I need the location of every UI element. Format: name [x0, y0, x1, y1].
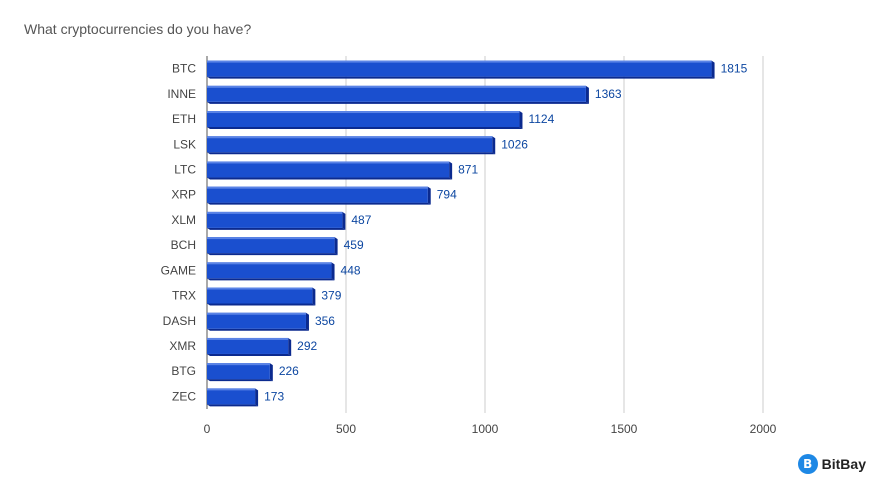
bar — [207, 85, 586, 102]
bar — [207, 111, 520, 128]
bar-bottom — [207, 227, 346, 230]
bar — [207, 237, 335, 254]
bar-side — [305, 312, 309, 331]
bar — [207, 262, 332, 279]
bar-side — [288, 337, 292, 356]
bar-bottom — [207, 303, 316, 306]
bar-highlight — [207, 60, 712, 63]
value-label: 794 — [437, 188, 457, 202]
bar — [207, 287, 313, 304]
category-label: DASH — [163, 314, 196, 328]
x-tick-label: 2000 — [750, 422, 777, 436]
bar-side — [427, 186, 431, 205]
bar-highlight — [207, 211, 343, 214]
bar-highlight — [207, 337, 289, 340]
bar-bottom — [207, 177, 453, 180]
bar-highlight — [207, 186, 428, 189]
bar — [207, 161, 450, 178]
bar — [207, 211, 343, 228]
bar-side — [449, 161, 453, 180]
value-label: 487 — [351, 213, 371, 227]
bar-highlight — [207, 161, 450, 164]
bar-side — [711, 60, 715, 79]
bar-highlight — [207, 85, 586, 88]
category-label: LTC — [174, 162, 196, 176]
x-tick-label: 500 — [336, 422, 356, 436]
bar-side — [492, 136, 496, 155]
bar-bottom — [207, 379, 273, 382]
bar-bottom — [207, 253, 338, 256]
bar — [207, 337, 289, 354]
category-label: TRX — [172, 289, 196, 303]
x-tick-label: 0 — [204, 422, 211, 436]
value-label: 1026 — [501, 137, 528, 151]
category-label: GAME — [161, 263, 196, 277]
bar-bottom — [207, 101, 589, 104]
bar-side — [255, 388, 259, 407]
value-label: 356 — [315, 314, 335, 328]
value-label: 379 — [321, 289, 341, 303]
bar-side — [312, 287, 316, 306]
value-label: 1124 — [528, 112, 554, 126]
category-label: XRP — [171, 188, 196, 202]
bar-highlight — [207, 388, 256, 391]
bar — [207, 312, 306, 329]
bar-highlight — [207, 136, 493, 139]
bar-highlight — [207, 312, 306, 315]
chart-title: What cryptocurrencies do you have? — [24, 21, 252, 37]
bar-bottom — [207, 278, 335, 281]
value-label: 1363 — [595, 87, 622, 101]
value-label: 292 — [297, 339, 317, 353]
bar-bottom — [207, 404, 259, 407]
brand-name: BitBay — [821, 456, 866, 472]
bar — [207, 60, 712, 77]
bar-bottom — [207, 127, 523, 130]
bar-bottom — [207, 76, 715, 79]
bar-side — [269, 363, 273, 382]
value-label: 871 — [458, 162, 478, 176]
bar-bottom — [207, 353, 292, 356]
bar-side — [585, 85, 589, 104]
bar-bottom — [207, 328, 309, 331]
bar-highlight — [207, 262, 332, 265]
bar-bottom — [207, 202, 431, 205]
bar — [207, 186, 428, 203]
bitbay-logo-icon: B — [797, 454, 818, 474]
category-label: BTC — [172, 62, 196, 76]
bar-side — [519, 111, 523, 130]
bar-side — [342, 211, 346, 230]
bar — [207, 363, 270, 380]
bar-side — [334, 237, 338, 256]
category-label: ZEC — [172, 389, 196, 403]
bar-highlight — [207, 111, 520, 114]
bar-highlight — [207, 237, 335, 240]
value-label: 459 — [344, 238, 364, 252]
value-label: 173 — [264, 389, 284, 403]
category-label: BCH — [171, 238, 196, 252]
category-label: BTG — [171, 364, 196, 378]
value-label: 448 — [341, 263, 361, 277]
bar-side — [331, 262, 335, 281]
bar-highlight — [207, 363, 270, 366]
category-label: XLM — [171, 213, 196, 227]
category-label: XMR — [169, 339, 196, 353]
category-label: LSK — [173, 137, 196, 151]
x-tick-label: 1500 — [611, 422, 638, 436]
category-label: INNE — [167, 87, 196, 101]
x-tick-label: 1000 — [472, 422, 499, 436]
value-label: 1815 — [721, 62, 748, 76]
brand: B BitBay — [797, 454, 866, 474]
bar-bottom — [207, 152, 496, 155]
bar — [207, 136, 493, 153]
value-label: 226 — [279, 364, 299, 378]
bar-highlight — [207, 287, 313, 290]
bar — [207, 388, 256, 405]
category-label: ETH — [172, 112, 196, 126]
